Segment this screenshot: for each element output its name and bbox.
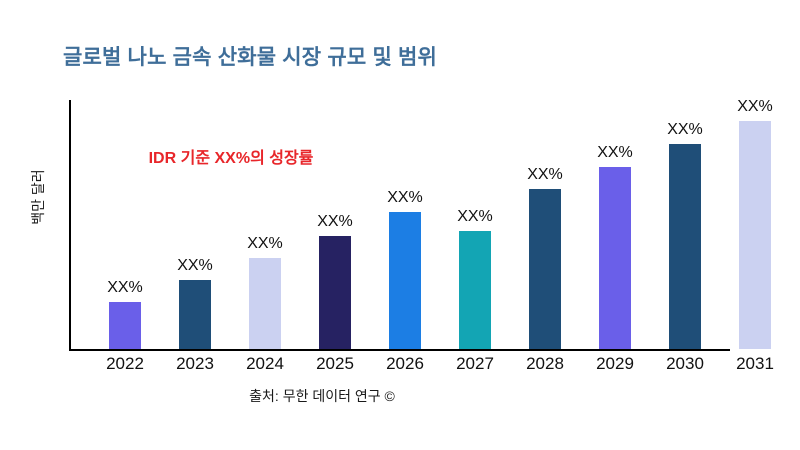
bar <box>459 231 491 349</box>
x-tick-label: 2028 <box>526 354 564 373</box>
bar-value-label: XX% <box>737 98 773 115</box>
growth-annotation: IDR 기준 XX%의 성장률 <box>148 150 314 167</box>
bar-value-label: XX% <box>387 189 423 206</box>
bar <box>529 189 561 349</box>
bar <box>739 121 771 349</box>
bar <box>669 144 701 349</box>
bar <box>599 167 631 349</box>
x-tick-label: 2023 <box>176 354 214 373</box>
bar <box>249 258 281 349</box>
x-tick-label: 2031 <box>736 354 774 373</box>
bar-value-label: XX% <box>527 166 563 183</box>
bar-value-label: XX% <box>597 144 633 161</box>
source-note: 출처: 무한 데이터 연구 © <box>249 388 395 404</box>
bar <box>109 302 141 349</box>
bar <box>389 212 421 349</box>
bar <box>179 280 211 349</box>
bar-value-label: XX% <box>177 257 213 274</box>
x-tick-label: 2022 <box>106 354 144 373</box>
y-axis-spine <box>69 100 71 350</box>
x-tick-label: 2030 <box>666 354 704 373</box>
x-tick-label: 2025 <box>316 354 354 373</box>
bar-value-label: XX% <box>247 235 283 252</box>
bar-value-label: XX% <box>667 121 703 138</box>
x-tick-label: 2027 <box>456 354 494 373</box>
bar-value-label: XX% <box>107 279 143 296</box>
x-axis-spine <box>69 349 730 351</box>
chart-title: 글로벌 나노 금속 산화물 시장 규모 및 범위 <box>62 46 438 69</box>
bar-value-label: XX% <box>457 208 493 225</box>
bar-value-label: XX% <box>317 213 353 230</box>
x-tick-label: 2024 <box>246 354 284 373</box>
x-tick-label: 2029 <box>596 354 634 373</box>
x-tick-label: 2026 <box>386 354 424 373</box>
bar <box>319 236 351 349</box>
